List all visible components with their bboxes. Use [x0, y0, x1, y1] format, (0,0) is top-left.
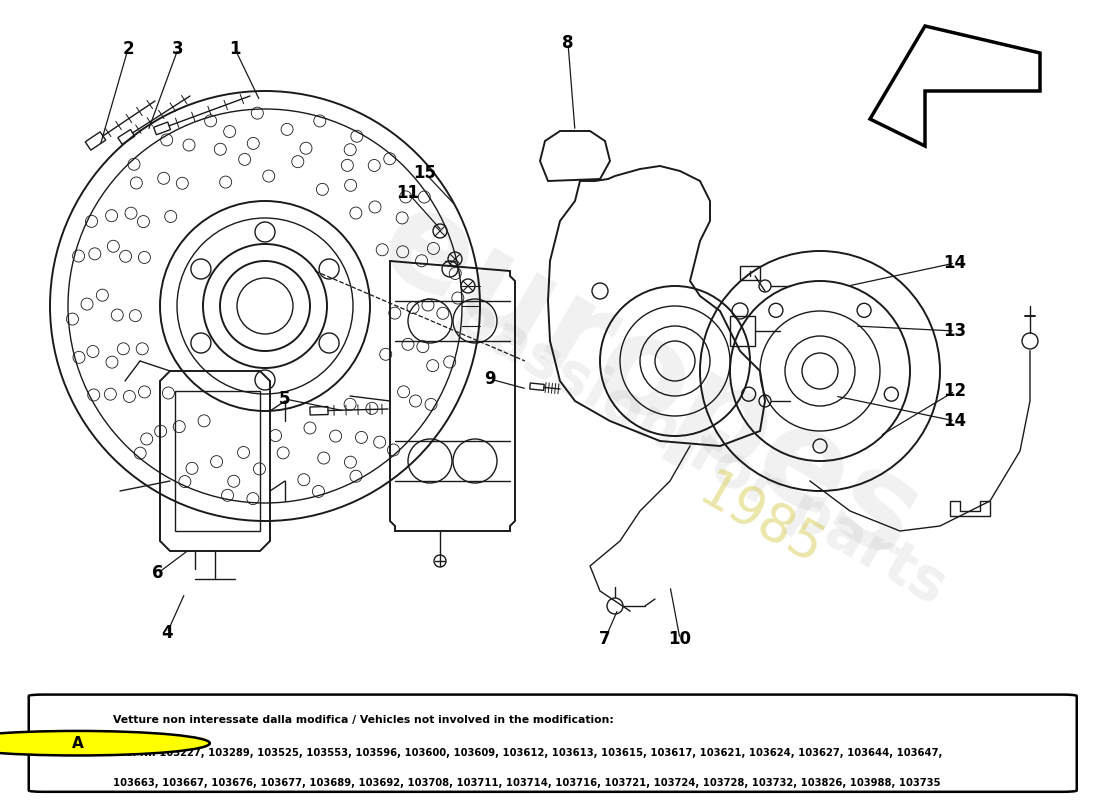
- Text: passion for parts: passion for parts: [443, 286, 957, 616]
- Text: Ass. Nr. 103227, 103289, 103525, 103553, 103596, 103600, 103609, 103612, 103613,: Ass. Nr. 103227, 103289, 103525, 103553,…: [113, 748, 943, 758]
- Text: 9: 9: [484, 370, 496, 388]
- Text: 12: 12: [944, 382, 967, 400]
- Text: 13: 13: [944, 322, 967, 340]
- Polygon shape: [870, 26, 1040, 146]
- Text: 5: 5: [279, 390, 290, 408]
- Text: 6: 6: [152, 564, 164, 582]
- Text: 2: 2: [122, 40, 134, 58]
- Text: Vetture non interessate dalla modifica / Vehicles not involved in the modificati: Vetture non interessate dalla modifica /…: [113, 715, 614, 725]
- Text: 1985: 1985: [689, 465, 832, 577]
- FancyBboxPatch shape: [29, 694, 1077, 792]
- Text: 7: 7: [600, 630, 610, 648]
- Text: A: A: [72, 736, 84, 750]
- Circle shape: [0, 731, 210, 755]
- Text: 3: 3: [173, 40, 184, 58]
- Text: 14: 14: [944, 412, 967, 430]
- Text: 103663, 103667, 103676, 103677, 103689, 103692, 103708, 103711, 103714, 103716, : 103663, 103667, 103676, 103677, 103689, …: [113, 778, 940, 788]
- Text: 1: 1: [229, 40, 241, 58]
- Text: 11: 11: [396, 184, 419, 202]
- Text: europes: europes: [358, 175, 943, 586]
- Bar: [730, 316, 755, 346]
- Bar: [740, 266, 760, 280]
- Text: 15: 15: [414, 164, 437, 182]
- Text: 14: 14: [944, 254, 967, 272]
- Text: 4: 4: [162, 624, 173, 642]
- Text: 10: 10: [669, 630, 692, 648]
- Bar: [175, 391, 260, 531]
- Text: 8: 8: [562, 34, 574, 52]
